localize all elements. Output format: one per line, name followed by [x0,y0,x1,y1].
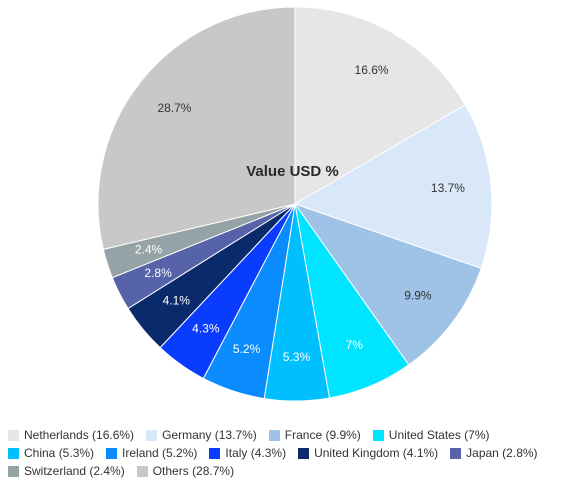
legend-label: China (5.3%) [24,446,95,460]
slice-data-label: 5.3% [283,350,311,364]
legend-item: France (9.9%) [268,428,361,442]
legend-label: Japan (2.8%) [466,446,538,460]
pie-slice-france [293,203,482,366]
legend-label: United Kingdom (4.1%) [314,446,439,460]
legend-item: Others (28.7%) [136,464,235,478]
legend-item: Ireland (5.2%) [106,446,197,460]
slice-data-label: 28.7% [157,101,191,115]
legend-swatch [8,429,19,441]
slice-data-label: 2.4% [135,243,163,257]
legend-swatch [450,447,462,459]
slice-data-label: 4.3% [192,321,220,335]
legend-label: United States (7%) [388,428,490,442]
legend-item: Italy (4.3%) [209,446,286,460]
legend-swatch [146,429,158,441]
pie-slice-germany [293,104,493,270]
legend-label: Italy (4.3%) [225,446,287,460]
legend-swatch [372,429,384,441]
legend-label: Germany (13.7%) [162,428,257,442]
legend-item: Netherlands (16.6%) [8,428,134,442]
pie-slice-others [97,6,296,250]
legend-row: Switzerland (2.4%) Others (28.7%) [8,462,583,480]
slice-data-label: 13.7% [431,181,465,195]
legend-item: Germany (13.7%) [146,428,257,442]
legend-swatch [298,447,310,459]
legend-item: United States (7%) [372,428,490,442]
pie-slice-netherlands [294,6,466,205]
legend-swatch [8,465,19,477]
legend-item: China (5.3%) [8,446,94,460]
legend-label: Others (28.7%) [152,464,235,478]
slice-data-label: 16.6% [355,63,389,77]
slice-data-label: 5.2% [233,342,261,356]
legend-swatch [106,447,118,459]
legend-swatch [209,447,221,459]
legend-row: Netherlands (16.6%) Germany (13.7%) France… [8,426,583,444]
slice-data-label: 4.1% [163,294,191,308]
slice-data-label: 9.9% [404,288,432,302]
slice-data-label: 2.8% [144,266,172,280]
legend-row: China (5.3%) Ireland (5.2%) Italy (4.3%) Un… [8,444,583,462]
pie-plot-area: 16.6% 13.7% 9.9% 7% 5.3% 5.2% 4.3%4.1% 2.8% 2.4%… [97,6,493,402]
legend-item: Switzerland (2.4%) [8,464,125,478]
legend: Netherlands (16.6%) Germany (13.7%) France… [8,426,583,480]
legend-swatch [8,447,19,459]
legend-item: Japan (2.8%) [450,446,538,460]
legend-label: Ireland (5.2%) [122,446,198,460]
legend-swatch [136,465,148,477]
legend-label: France (9.9%) [284,428,361,442]
slice-data-label: 7% [346,338,364,352]
legend-label: Switzerland (2.4%) [24,464,125,478]
legend-label: Netherlands (16.6%) [24,428,135,442]
legend-swatch [268,429,280,441]
legend-item: United Kingdom (4.1%) [298,446,438,460]
